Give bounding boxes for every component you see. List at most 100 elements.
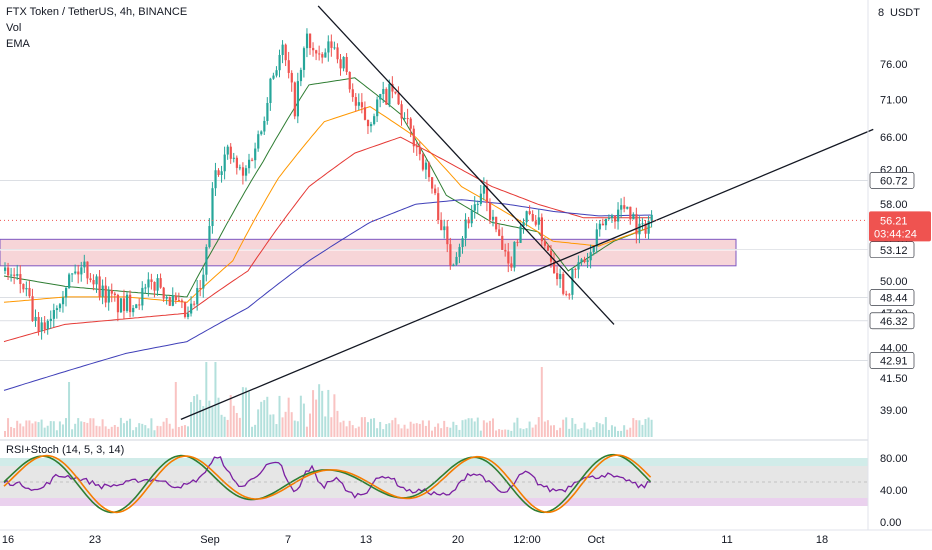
candle[interactable] [537, 217, 540, 225]
candle[interactable] [519, 226, 522, 243]
candle[interactable] [574, 268, 577, 270]
candle[interactable] [312, 47, 315, 51]
candle[interactable] [614, 215, 617, 222]
candle[interactable] [540, 217, 543, 242]
candle[interactable] [168, 296, 171, 306]
candle[interactable] [330, 41, 333, 48]
candle[interactable] [119, 298, 123, 313]
candle[interactable] [238, 167, 242, 169]
candle[interactable] [522, 222, 525, 227]
level-tag[interactable] [869, 172, 915, 189]
candle[interactable] [650, 214, 653, 221]
downtrend-trendline[interactable] [317, 5, 615, 325]
candle[interactable] [251, 159, 254, 161]
candle[interactable] [553, 261, 556, 274]
candle[interactable] [351, 89, 354, 98]
candle[interactable] [589, 252, 592, 261]
candle[interactable] [394, 91, 397, 94]
candle[interactable] [52, 310, 55, 319]
candle[interactable] [113, 293, 116, 295]
candle[interactable] [315, 50, 318, 54]
candle[interactable] [641, 223, 644, 225]
candle[interactable] [382, 89, 385, 95]
candle[interactable] [370, 124, 373, 127]
candle[interactable] [28, 287, 31, 297]
level-tag[interactable] [869, 241, 915, 259]
candle[interactable] [269, 78, 272, 103]
candle[interactable] [397, 93, 400, 105]
candle[interactable] [345, 56, 348, 72]
candle[interactable] [473, 204, 476, 211]
candle[interactable] [488, 202, 492, 220]
candle[interactable] [559, 273, 562, 280]
candle[interactable] [534, 221, 537, 225]
candle[interactable] [504, 249, 507, 252]
candle[interactable] [266, 102, 269, 121]
candle[interactable] [232, 157, 235, 159]
candle[interactable] [226, 146, 229, 155]
candle[interactable] [116, 294, 120, 313]
time-axis[interactable]: 16 23 Sep 7 13 20 12:00 Oct 11 18 [2, 534, 828, 546]
candle[interactable] [470, 210, 473, 224]
candle[interactable] [19, 274, 22, 285]
candles[interactable] [4, 28, 653, 340]
candle[interactable] [586, 260, 589, 262]
candle[interactable] [510, 263, 513, 268]
candle[interactable] [193, 303, 196, 305]
candle[interactable] [363, 107, 367, 120]
candle[interactable] [385, 89, 388, 105]
candle[interactable] [580, 259, 583, 263]
candle[interactable] [607, 217, 611, 219]
candle[interactable] [360, 102, 364, 108]
uptrend-trendline[interactable] [180, 128, 874, 420]
candle[interactable] [205, 246, 208, 275]
candle[interactable] [461, 238, 464, 248]
candle[interactable] [147, 279, 150, 288]
zone-rect[interactable] [0, 238, 737, 267]
candle[interactable] [220, 171, 223, 175]
support-resistance-zone[interactable] [0, 238, 737, 267]
candle[interactable] [431, 177, 434, 189]
candle[interactable] [318, 53, 321, 55]
candle[interactable] [565, 293, 568, 295]
candle[interactable] [391, 83, 394, 92]
candle[interactable] [458, 247, 461, 257]
candle[interactable] [412, 128, 415, 147]
candle[interactable] [342, 56, 345, 69]
candle[interactable] [55, 308, 59, 311]
candle[interactable] [46, 320, 49, 330]
candle[interactable] [107, 290, 110, 303]
candle[interactable] [275, 70, 278, 76]
candle[interactable] [141, 287, 144, 306]
candle[interactable] [644, 223, 647, 234]
candle[interactable] [583, 259, 586, 262]
candle[interactable] [174, 295, 177, 301]
candle[interactable] [241, 167, 245, 176]
candle[interactable] [122, 298, 126, 311]
candle[interactable] [604, 218, 608, 226]
candle[interactable] [354, 97, 357, 106]
legend-ema[interactable]: EMA [6, 38, 30, 50]
candle[interactable] [135, 304, 138, 309]
candle[interactable] [467, 219, 470, 224]
candle[interactable] [299, 69, 303, 82]
candle[interactable] [632, 214, 635, 220]
candle[interactable] [287, 60, 290, 73]
candle[interactable] [498, 229, 501, 236]
candle[interactable] [421, 154, 425, 170]
candle[interactable] [546, 245, 550, 251]
level-tag[interactable] [869, 289, 915, 306]
candle[interactable] [571, 268, 574, 295]
candle[interactable] [281, 44, 284, 55]
candle[interactable] [455, 256, 458, 265]
candle[interactable] [208, 226, 211, 247]
candle[interactable] [74, 271, 77, 274]
candle[interactable] [129, 294, 132, 313]
candle[interactable] [43, 322, 46, 330]
candle[interactable] [293, 82, 296, 117]
candle[interactable] [305, 33, 309, 49]
candle[interactable] [647, 220, 650, 234]
legend-vol[interactable]: Vol [6, 22, 22, 34]
candle[interactable] [177, 300, 181, 302]
candle[interactable] [333, 47, 336, 49]
